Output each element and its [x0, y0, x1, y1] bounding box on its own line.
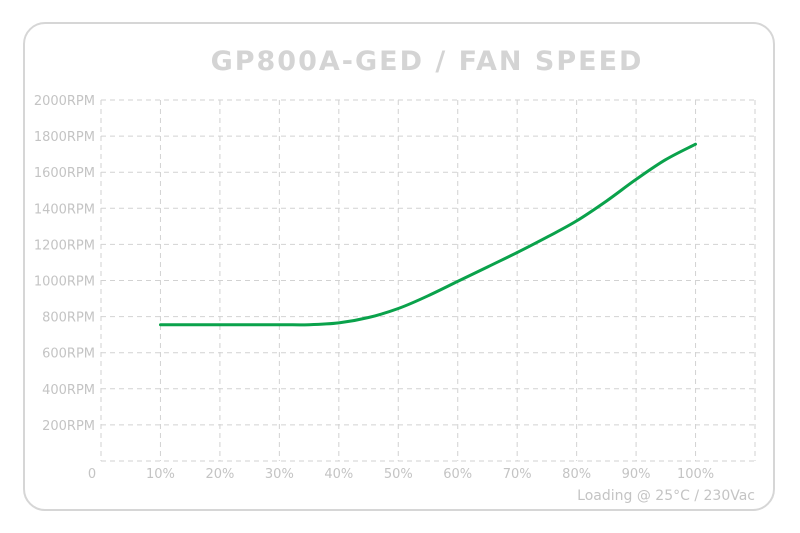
y-tick-label: 600RPM — [42, 347, 95, 362]
chart-title: GP800A-GED / FAN SPEED — [211, 46, 644, 77]
y-tick-label: 1800RPM — [34, 130, 95, 145]
x-tick-label: 50% — [384, 467, 413, 482]
grid — [100, 99, 756, 462]
x-axis-label: Loading @ 25°C / 230Vac — [577, 488, 755, 504]
y-tick-label: 1600RPM — [34, 166, 95, 181]
x-axis-ticks: 10% 20% 30% 40% 50% 60% 70% 80% 90% 100% — [146, 467, 714, 482]
x-tick-label: 20% — [205, 467, 234, 482]
x-tick-label: 10% — [146, 467, 175, 482]
x-tick-label: 80% — [562, 467, 591, 482]
y-tick-label: 800RPM — [42, 311, 95, 326]
y-tick-label: 1400RPM — [34, 202, 95, 217]
y-tick-label: 2000RPM — [34, 94, 95, 109]
x-tick-label: 70% — [503, 467, 532, 482]
y-tick-label: 200RPM — [42, 419, 95, 434]
x-tick-label: 30% — [265, 467, 294, 482]
y-axis-ticks: 200RPM 400RPM 600RPM 800RPM 1000RPM 1200RPM 14… — [34, 94, 95, 434]
origin-label: 0 — [88, 467, 96, 482]
x-tick-label: 90% — [622, 467, 651, 482]
fan-speed-line — [159, 142, 697, 327]
y-tick-label: 400RPM — [42, 383, 95, 398]
x-tick-label: 60% — [443, 467, 472, 482]
x-tick-label: 100% — [677, 467, 714, 482]
chart-frame — [23, 22, 775, 511]
x-tick-label: 40% — [324, 467, 353, 482]
y-tick-label: 1200RPM — [34, 238, 95, 253]
y-tick-label: 1000RPM — [34, 275, 95, 290]
